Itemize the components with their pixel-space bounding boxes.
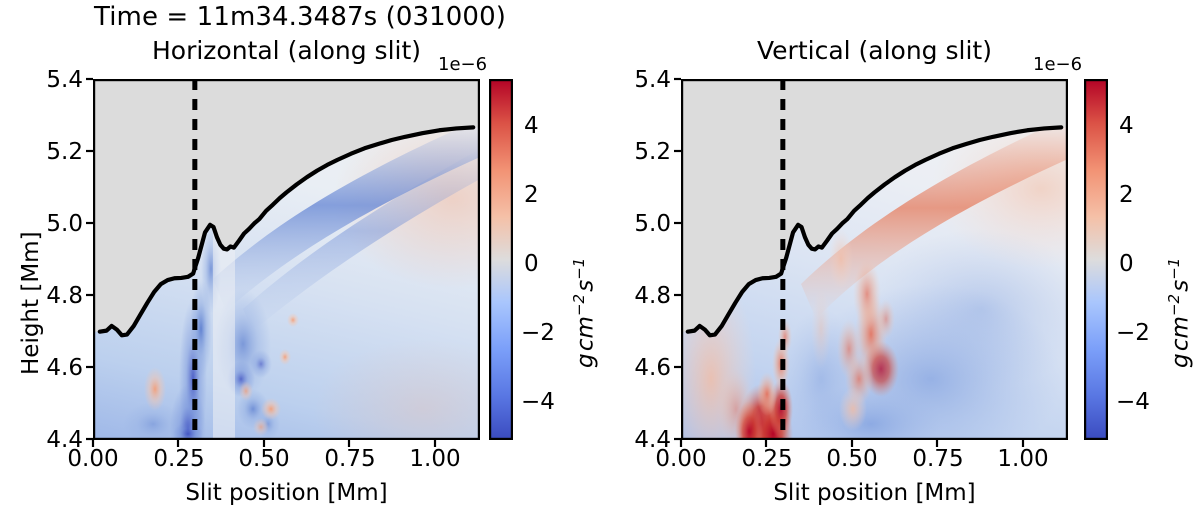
xaxis-label-right: Slit position [Mm] [773,480,976,506]
xaxis-label-left: Slit position [Mm] [185,480,388,506]
cbtick-left-4: −4 [521,389,555,415]
xtick-right-0: 0.00 [655,446,707,472]
ytick-right-2: 5.0 [634,211,671,237]
axis-ticks-right [674,77,1025,447]
ytick-right-5: 4.4 [634,427,671,453]
xtick-left-4: 1.00 [409,446,461,472]
cbtick-right-4: −4 [1116,389,1150,415]
cbtick-right-1: 2 [1119,182,1134,208]
xtick-left-0: 0.00 [67,446,119,472]
xtick-right-1: 0.25 [741,446,793,472]
cbtick-right-2: 0 [1119,251,1134,277]
plot-area-vertical[interactable] [681,79,1068,440]
xtick-right-4: 1.00 [997,446,1049,472]
cbtick-right-3: −2 [1116,320,1150,346]
cbtick-left-3: −2 [521,320,555,346]
xtick-right-3: 0.75 [912,446,964,472]
cbtick-right-0: 4 [1119,113,1134,139]
surface-curve-right [685,125,1064,338]
ytick-left-4: 4.6 [46,355,83,381]
ytick-left-0: 5.4 [46,67,83,93]
colorbar-left [489,79,513,440]
surface-curve-left [97,125,476,338]
cbtick-left-0: 4 [524,113,539,139]
ytick-right-3: 4.8 [634,283,671,309]
ytick-right-4: 4.6 [634,355,671,381]
yaxis-label-left: Height [Mm] [18,231,44,375]
colorbar-label-right: g cm−2 s−1 [1165,257,1194,368]
ytick-left-3: 4.8 [46,283,83,309]
ytick-left-1: 5.2 [46,139,83,165]
figure-suptitle: Time = 11m34.3487s (031000) [94,2,506,32]
cbtick-left-1: 2 [524,182,539,208]
exponent-label-left: 1e−6 [438,54,488,75]
panel-horizontal: Horizontal (along slit) 1e−6 5.4 5.2 5.0… [18,36,599,506]
exponent-label-right: 1e−6 [1033,54,1083,75]
panel-vertical: Vertical (along slit) 1e−6 5.4 5.2 5.0 4… [588,0,1200,517]
axis-ticks-left [86,77,437,447]
plot-area-horizontal[interactable] [93,79,480,440]
cbtick-left-2: 0 [524,251,539,277]
panel-title-horizontal: Horizontal (along slit) [151,36,422,65]
xtick-left-3: 0.75 [324,446,376,472]
xtick-right-2: 0.50 [826,446,878,472]
ytick-left-5: 4.4 [46,427,83,453]
ytick-right-0: 5.4 [634,67,671,93]
panel-title-vertical: Vertical (along slit) [757,36,992,65]
xtick-left-2: 0.50 [238,446,290,472]
xtick-left-1: 0.25 [153,446,205,472]
ytick-left-2: 5.0 [46,211,83,237]
colorbar-right [1084,79,1108,440]
ytick-right-1: 5.2 [634,139,671,165]
